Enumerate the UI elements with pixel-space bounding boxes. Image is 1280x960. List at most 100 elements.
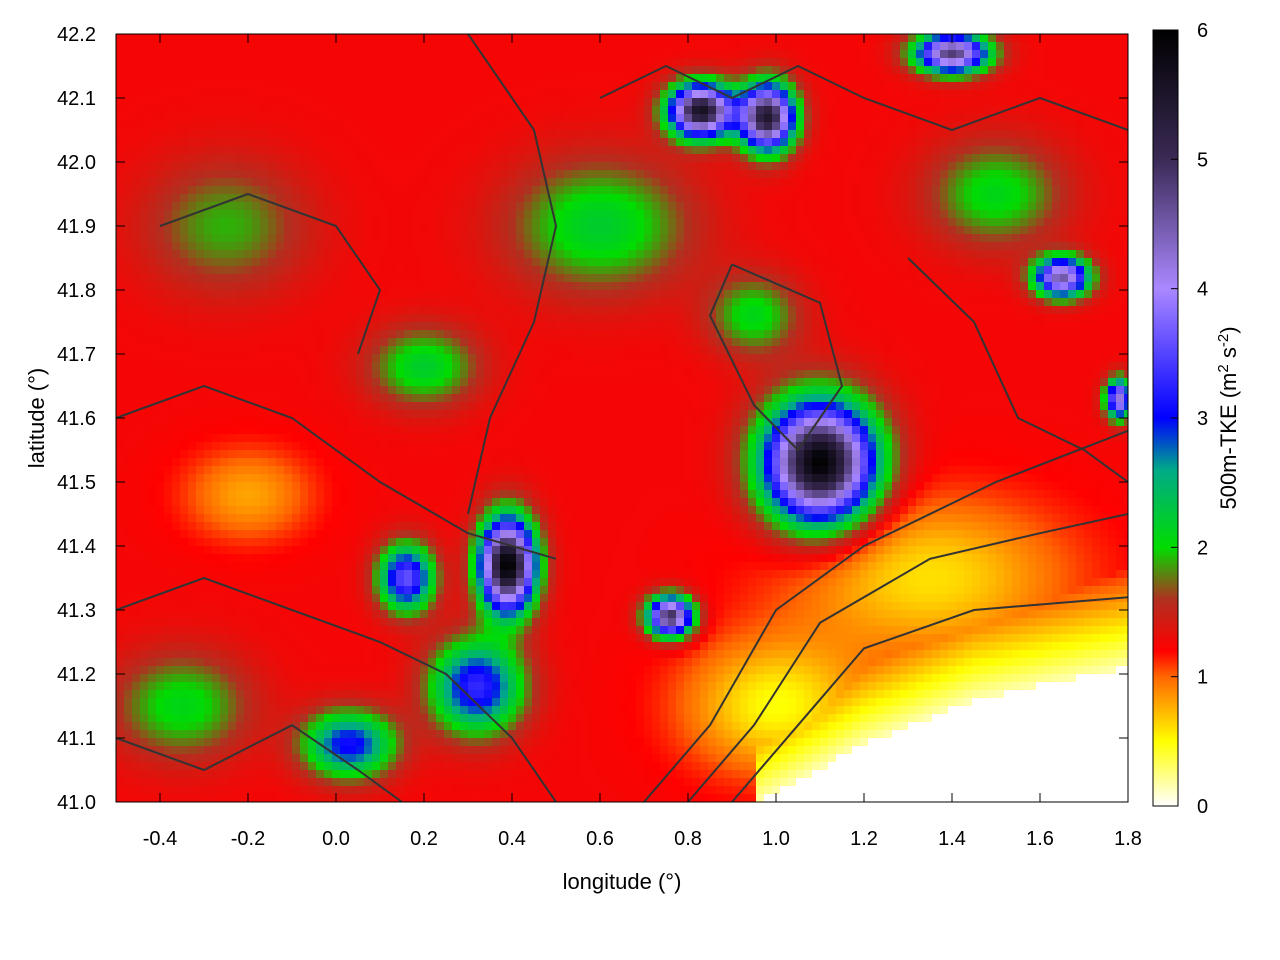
heatmap-cell (348, 194, 357, 203)
heatmap-cell (764, 306, 773, 315)
heatmap-cell (820, 194, 829, 203)
heatmap-cell (796, 90, 805, 99)
heatmap-cell (180, 170, 189, 179)
heatmap-cell (404, 210, 413, 219)
heatmap-cell (1052, 162, 1061, 171)
heatmap-cell (572, 114, 581, 123)
heatmap-cell (1020, 234, 1029, 243)
heatmap-cell (196, 106, 205, 115)
heatmap-cell (620, 90, 629, 99)
heatmap-cell (156, 114, 165, 123)
heatmap-cell (748, 82, 757, 91)
heatmap-cell (796, 322, 805, 331)
heatmap-cell (588, 106, 597, 115)
heatmap-cell (492, 74, 501, 83)
heatmap-cell (468, 202, 477, 211)
heatmap-cell (972, 258, 981, 267)
heatmap-cell (364, 314, 373, 323)
heatmap-cell (324, 194, 333, 203)
heatmap-cell (188, 218, 197, 227)
heatmap-cell (620, 322, 629, 331)
heatmap-cell (452, 274, 461, 283)
heatmap-cell (860, 98, 869, 107)
heatmap-cell (580, 162, 589, 171)
heatmap-cell (388, 210, 397, 219)
heatmap-cell (916, 50, 925, 59)
heatmap-cell (228, 146, 237, 155)
heatmap-cell (708, 122, 717, 131)
heatmap-cell (436, 306, 445, 315)
heatmap-cell (1052, 338, 1061, 347)
heatmap-cell (1092, 210, 1101, 219)
heatmap-cell (228, 34, 237, 43)
heatmap-cell (372, 82, 381, 91)
heatmap-cell (180, 82, 189, 91)
heatmap-cell (636, 274, 645, 283)
heatmap-cell (356, 50, 365, 59)
heatmap-cell (692, 154, 701, 163)
heatmap-cell (924, 290, 933, 299)
heatmap-cell (324, 258, 333, 267)
heatmap-cell (124, 194, 133, 203)
heatmap-cell (188, 130, 197, 139)
heatmap-cell (140, 82, 149, 91)
heatmap-cell (284, 202, 293, 211)
heatmap-cell (964, 274, 973, 283)
heatmap-cell (252, 266, 261, 275)
heatmap-cell (1028, 274, 1037, 283)
heatmap-cell (556, 106, 565, 115)
heatmap-cell (1028, 314, 1037, 323)
heatmap-cell (1124, 218, 1128, 227)
heatmap-cell (636, 154, 645, 163)
heatmap-cell (588, 258, 597, 267)
heatmap-cell (212, 226, 221, 235)
heatmap-cell (1012, 258, 1021, 267)
heatmap-cell (236, 162, 245, 171)
heatmap-cell (676, 258, 685, 267)
heatmap-cell (756, 258, 765, 267)
heatmap-cell (652, 170, 661, 179)
heatmap-cell (140, 210, 149, 219)
heatmap-cell (1108, 218, 1117, 227)
heatmap-cell (988, 218, 997, 227)
heatmap-cell (844, 250, 853, 259)
heatmap-cell (356, 330, 365, 339)
heatmap-cell (380, 170, 389, 179)
heatmap-cell (356, 162, 365, 171)
heatmap-cell (316, 170, 325, 179)
heatmap-cell (1060, 314, 1069, 323)
heatmap-cell (196, 162, 205, 171)
heatmap-cell (740, 242, 749, 251)
heatmap-cell (116, 42, 125, 51)
heatmap-cell (300, 194, 309, 203)
heatmap-cell (940, 330, 949, 339)
heatmap-cell (1084, 194, 1093, 203)
heatmap-cell (116, 122, 125, 131)
heatmap-cell (1028, 130, 1037, 139)
heatmap-cell (604, 50, 613, 59)
heatmap-cell (772, 226, 781, 235)
heatmap-cell (532, 290, 541, 299)
heatmap-cell (892, 98, 901, 107)
heatmap-cell (220, 146, 229, 155)
heatmap-cell (1012, 154, 1021, 163)
heatmap-cell (332, 306, 341, 315)
heatmap-cell (740, 42, 749, 51)
heatmap-cell (188, 154, 197, 163)
heatmap-cell (196, 306, 205, 315)
heatmap-cell (772, 330, 781, 339)
heatmap-cell (748, 258, 757, 267)
heatmap-cell (964, 106, 973, 115)
heatmap-cell (220, 282, 229, 291)
heatmap-cell (660, 234, 669, 243)
heatmap-cell (980, 122, 989, 131)
heatmap-cell (380, 194, 389, 203)
heatmap-cell (1116, 298, 1125, 307)
heatmap-cell (140, 346, 149, 355)
heatmap-cell (1036, 90, 1045, 99)
heatmap-cell (620, 146, 629, 155)
heatmap-cell (716, 298, 725, 307)
heatmap-cell (820, 82, 829, 91)
heatmap-cell (356, 114, 365, 123)
heatmap-cell (292, 42, 301, 51)
